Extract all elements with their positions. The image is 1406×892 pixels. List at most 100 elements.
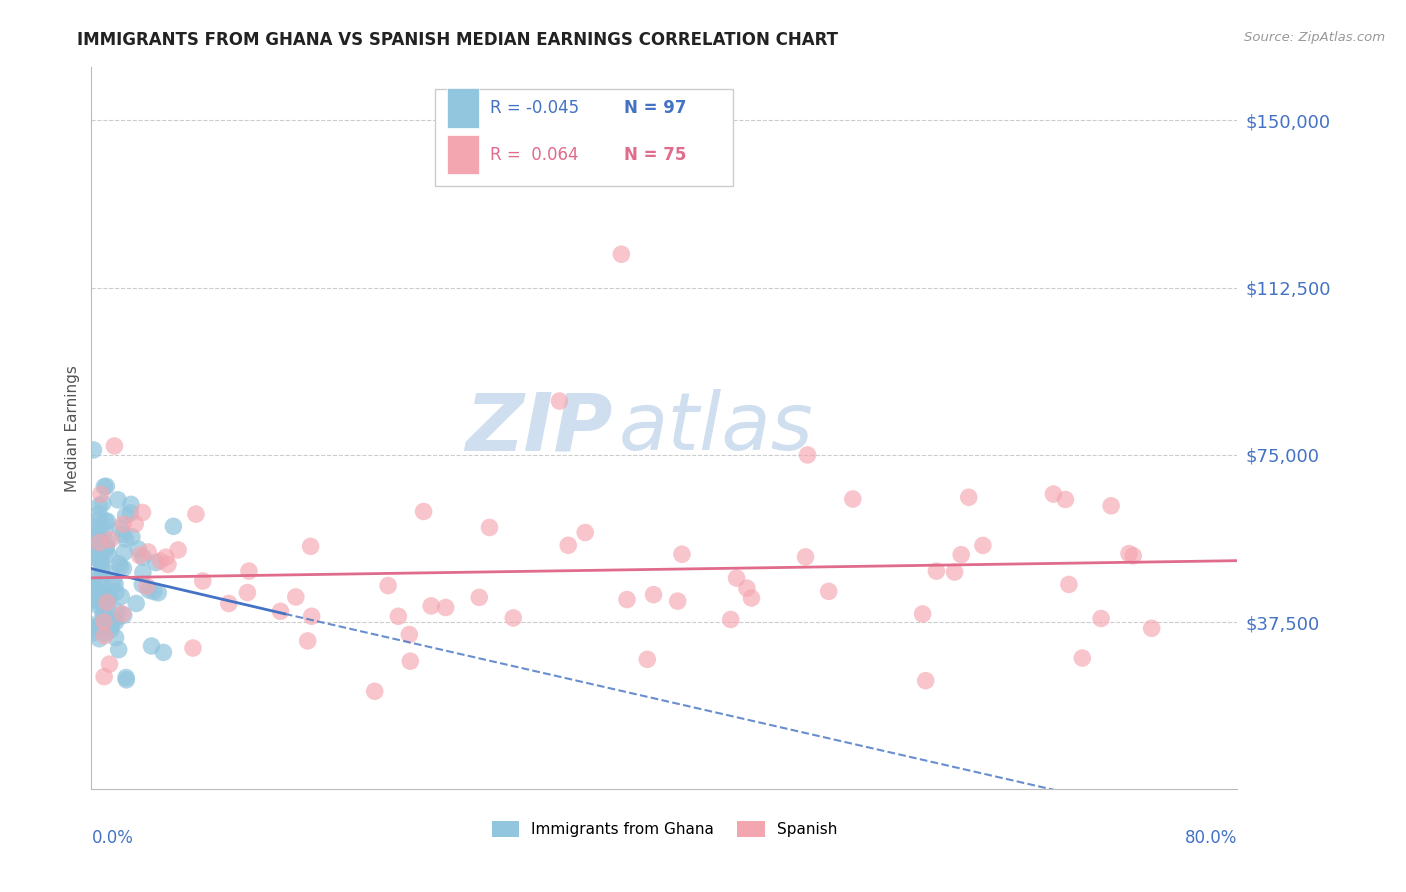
Point xyxy=(98,591,121,605)
Point xyxy=(141,639,163,653)
Point xyxy=(84,568,107,582)
Point xyxy=(87,572,110,586)
Point xyxy=(943,565,966,579)
Point xyxy=(108,557,131,571)
Point xyxy=(112,546,135,560)
Point xyxy=(82,626,104,640)
Point xyxy=(136,545,159,559)
Point xyxy=(148,585,170,599)
Point xyxy=(796,448,818,462)
Point xyxy=(128,549,150,563)
Point xyxy=(120,506,142,520)
Point xyxy=(1140,621,1163,635)
Point xyxy=(89,632,111,646)
Text: IMMIGRANTS FROM GHANA VS SPANISH MEDIAN EARNINGS CORRELATION CHART: IMMIGRANTS FROM GHANA VS SPANISH MEDIAN … xyxy=(77,31,838,49)
Point xyxy=(86,533,108,548)
Point xyxy=(90,542,112,557)
Point xyxy=(87,529,110,543)
Point xyxy=(94,514,117,528)
Point xyxy=(138,582,160,597)
Point xyxy=(96,599,118,614)
Point xyxy=(82,620,104,634)
Point xyxy=(101,574,124,588)
Point xyxy=(181,641,204,656)
Point xyxy=(89,618,111,632)
Point xyxy=(82,442,104,457)
Point xyxy=(86,531,108,545)
Point xyxy=(98,657,121,671)
Point xyxy=(94,540,117,554)
Point xyxy=(468,591,491,605)
Point xyxy=(236,585,259,599)
Point xyxy=(93,670,115,684)
Point xyxy=(93,629,115,643)
Point xyxy=(720,613,742,627)
Point xyxy=(478,520,501,534)
Point xyxy=(398,627,420,641)
Point xyxy=(120,497,142,511)
Point xyxy=(82,584,104,599)
Text: R =  0.064: R = 0.064 xyxy=(491,145,579,163)
Point xyxy=(90,562,112,576)
Point xyxy=(842,491,865,506)
Point xyxy=(82,597,104,611)
Point xyxy=(301,609,323,624)
Point xyxy=(167,543,190,558)
Point xyxy=(115,673,138,687)
Text: Source: ZipAtlas.com: Source: ZipAtlas.com xyxy=(1244,31,1385,45)
Point xyxy=(93,591,115,605)
Point xyxy=(132,550,155,565)
Point xyxy=(89,591,111,606)
Point xyxy=(97,588,120,602)
Text: 80.0%: 80.0% xyxy=(1185,830,1237,847)
Point xyxy=(93,479,115,493)
Point xyxy=(412,504,434,518)
Point xyxy=(434,600,457,615)
Point xyxy=(145,556,167,570)
Text: R = -0.045: R = -0.045 xyxy=(491,99,579,117)
Point xyxy=(1122,549,1144,563)
Point xyxy=(162,519,184,533)
Point xyxy=(1118,547,1140,561)
Point xyxy=(121,530,143,544)
Point xyxy=(115,671,138,685)
Point xyxy=(1054,492,1077,507)
Point xyxy=(950,548,973,562)
Point xyxy=(1071,651,1094,665)
Point xyxy=(96,595,118,609)
Y-axis label: Median Earnings: Median Earnings xyxy=(65,365,80,491)
FancyBboxPatch shape xyxy=(447,135,478,175)
Text: N = 97: N = 97 xyxy=(624,99,686,117)
Point xyxy=(270,604,292,618)
Point xyxy=(86,592,108,607)
Point xyxy=(90,574,112,588)
Point xyxy=(636,652,658,666)
Point xyxy=(91,496,114,510)
Point xyxy=(90,554,112,568)
Point xyxy=(93,586,115,600)
Point xyxy=(131,577,153,591)
Text: atlas: atlas xyxy=(619,389,813,467)
Point xyxy=(100,623,122,637)
Point xyxy=(666,594,689,608)
Point xyxy=(152,645,174,659)
FancyBboxPatch shape xyxy=(434,88,733,186)
Point xyxy=(111,527,134,541)
Point xyxy=(184,507,207,521)
Text: N = 75: N = 75 xyxy=(624,145,686,163)
Point xyxy=(112,561,135,575)
Point xyxy=(972,538,994,552)
Point xyxy=(135,579,157,593)
Point xyxy=(610,247,633,261)
Point xyxy=(643,588,665,602)
Point xyxy=(83,520,105,534)
Point xyxy=(87,543,110,558)
Point xyxy=(363,684,385,698)
Point xyxy=(132,566,155,580)
Point xyxy=(83,618,105,632)
Point xyxy=(131,505,153,519)
Point xyxy=(191,574,214,588)
Point xyxy=(914,673,936,688)
Point xyxy=(112,608,135,623)
Point xyxy=(91,540,114,554)
